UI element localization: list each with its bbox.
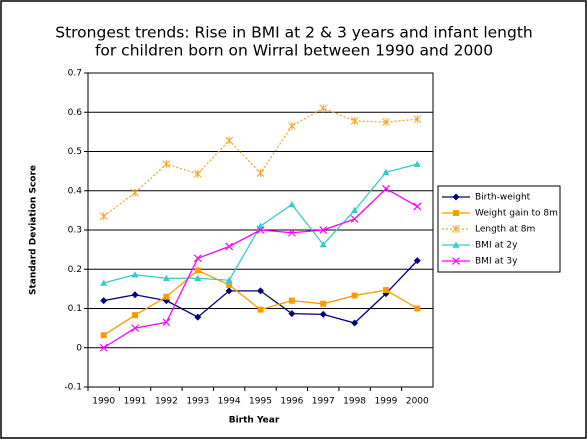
y-tick-label: -0.1 bbox=[64, 383, 82, 393]
marker bbox=[100, 332, 107, 339]
marker bbox=[350, 116, 359, 125]
marker bbox=[100, 279, 108, 286]
marker bbox=[382, 287, 389, 294]
marker bbox=[413, 202, 422, 211]
x-tick-label: 1992 bbox=[155, 397, 178, 407]
y-tick-label: 0.2 bbox=[68, 265, 82, 275]
x-tick-label: 1998 bbox=[343, 397, 366, 407]
legend-label: BMI at 2y bbox=[475, 241, 518, 251]
x-tick-label: 1991 bbox=[124, 397, 147, 407]
y-tick-label: 0.4 bbox=[68, 186, 83, 196]
marker bbox=[382, 168, 390, 176]
marker bbox=[288, 297, 295, 304]
marker bbox=[99, 343, 108, 352]
marker bbox=[194, 274, 202, 282]
marker bbox=[350, 215, 359, 223]
marker bbox=[382, 184, 390, 193]
y-tick-label: 0.5 bbox=[68, 147, 82, 157]
marker bbox=[256, 226, 265, 234]
marker bbox=[413, 115, 422, 124]
marker bbox=[162, 274, 170, 282]
marker bbox=[414, 305, 421, 312]
marker bbox=[226, 281, 233, 288]
marker bbox=[256, 169, 265, 178]
y-axis-label: Standard Deviation Score bbox=[29, 165, 39, 295]
chart-title: Strongest trends: Rise in BMI at 2 & 3 y… bbox=[55, 24, 533, 42]
y-tick-label: 0.1 bbox=[68, 304, 82, 314]
marker bbox=[131, 324, 139, 333]
marker bbox=[225, 287, 233, 295]
legend-label: Birth-weight bbox=[475, 193, 531, 203]
legend-label: Length at 8m bbox=[475, 225, 535, 235]
plot-area bbox=[87, 72, 434, 388]
marker bbox=[257, 306, 264, 313]
marker bbox=[382, 118, 390, 127]
y-tick-label: 0 bbox=[76, 343, 82, 353]
marker bbox=[194, 313, 202, 321]
marker bbox=[351, 292, 358, 299]
marker bbox=[452, 225, 460, 233]
marker bbox=[163, 293, 170, 300]
x-tick-label: 1993 bbox=[186, 397, 209, 407]
legend-label: Weight gain to 8m bbox=[475, 209, 558, 219]
marker bbox=[132, 312, 139, 319]
chart-title: for children born on Wirral between 1990… bbox=[95, 42, 493, 60]
marker bbox=[288, 310, 296, 318]
y-tick-label: 0.3 bbox=[68, 226, 82, 236]
marker bbox=[319, 226, 328, 234]
x-axis-label: Birth Year bbox=[229, 416, 280, 426]
marker bbox=[193, 254, 202, 263]
marker bbox=[193, 169, 202, 178]
marker bbox=[319, 241, 327, 248]
x-tick-label: 2000 bbox=[406, 397, 429, 407]
marker bbox=[131, 271, 139, 278]
marker bbox=[225, 276, 233, 284]
marker bbox=[288, 200, 296, 208]
x-tick-label: 1999 bbox=[375, 397, 398, 407]
marker bbox=[288, 121, 296, 130]
marker bbox=[257, 287, 264, 295]
marker bbox=[131, 291, 139, 299]
marker bbox=[257, 222, 264, 229]
marker bbox=[452, 257, 460, 265]
marker bbox=[194, 267, 201, 274]
marker bbox=[320, 300, 327, 307]
marker bbox=[319, 104, 328, 113]
marker bbox=[452, 193, 460, 201]
y-tick-label: 0.7 bbox=[68, 69, 82, 79]
marker bbox=[99, 212, 108, 221]
x-tick-label: 1996 bbox=[280, 397, 303, 407]
marker bbox=[413, 160, 421, 167]
legend-label: BMI at 3y bbox=[475, 257, 518, 267]
y-tick-label: 0.6 bbox=[68, 108, 83, 118]
marker bbox=[225, 136, 233, 145]
marker bbox=[162, 160, 171, 169]
x-tick-label: 1994 bbox=[218, 397, 241, 407]
marker bbox=[131, 188, 139, 197]
x-tick-label: 1995 bbox=[249, 397, 272, 407]
marker bbox=[351, 206, 359, 214]
marker bbox=[100, 297, 108, 305]
marker bbox=[452, 241, 460, 248]
marker bbox=[162, 318, 171, 327]
marker bbox=[287, 228, 296, 237]
marker bbox=[351, 319, 359, 327]
marker bbox=[319, 310, 327, 318]
x-tick-label: 1990 bbox=[92, 397, 115, 407]
marker bbox=[453, 210, 459, 216]
x-tick-label: 1997 bbox=[312, 397, 335, 407]
marker bbox=[413, 257, 421, 265]
marker bbox=[225, 242, 234, 251]
